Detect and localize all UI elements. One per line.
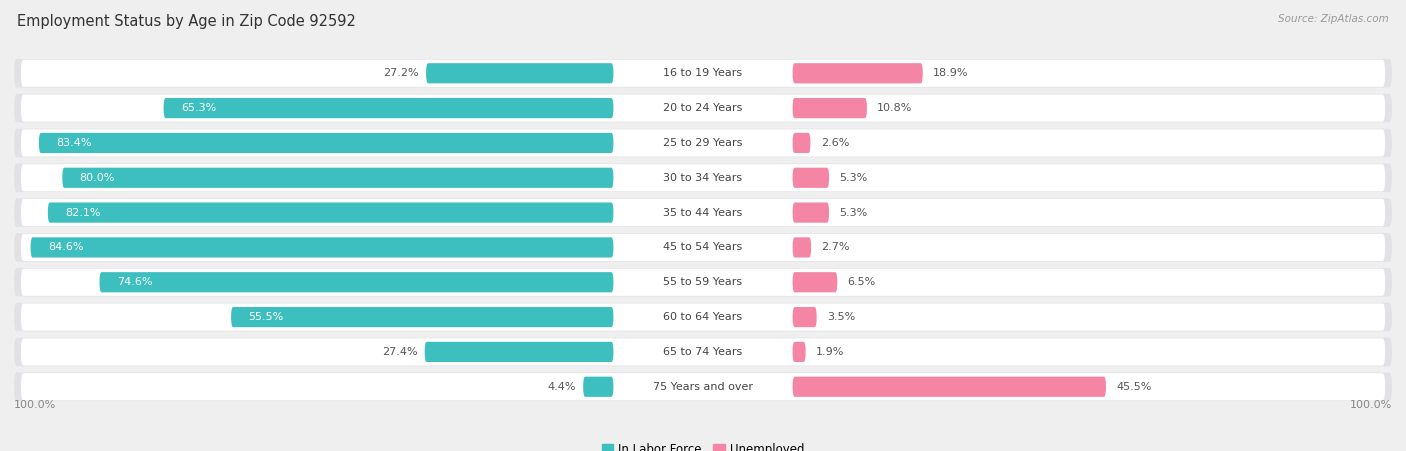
Text: 10.8%: 10.8% (877, 103, 912, 113)
Text: 65.3%: 65.3% (181, 103, 217, 113)
FancyBboxPatch shape (793, 168, 830, 188)
FancyBboxPatch shape (48, 202, 613, 223)
FancyBboxPatch shape (62, 168, 613, 188)
Text: 30 to 34 Years: 30 to 34 Years (664, 173, 742, 183)
Text: 2.6%: 2.6% (821, 138, 849, 148)
Legend: In Labor Force, Unemployed: In Labor Force, Unemployed (602, 443, 804, 451)
Text: 20 to 24 Years: 20 to 24 Years (664, 103, 742, 113)
Text: 55 to 59 Years: 55 to 59 Years (664, 277, 742, 287)
FancyBboxPatch shape (14, 198, 1392, 227)
FancyBboxPatch shape (163, 98, 613, 118)
FancyBboxPatch shape (21, 373, 1385, 400)
FancyBboxPatch shape (425, 342, 613, 362)
Text: 2.7%: 2.7% (821, 243, 851, 253)
FancyBboxPatch shape (21, 338, 1385, 365)
FancyBboxPatch shape (793, 237, 811, 258)
FancyBboxPatch shape (21, 199, 1385, 226)
Text: 75 Years and over: 75 Years and over (652, 382, 754, 392)
Text: 6.5%: 6.5% (848, 277, 876, 287)
Text: 3.5%: 3.5% (827, 312, 855, 322)
FancyBboxPatch shape (583, 377, 613, 397)
Text: 45.5%: 45.5% (1116, 382, 1152, 392)
FancyBboxPatch shape (21, 269, 1385, 296)
Text: 16 to 19 Years: 16 to 19 Years (664, 68, 742, 78)
Text: 55.5%: 55.5% (249, 312, 284, 322)
FancyBboxPatch shape (793, 307, 817, 327)
FancyBboxPatch shape (793, 133, 810, 153)
FancyBboxPatch shape (14, 233, 1392, 262)
FancyBboxPatch shape (426, 63, 613, 83)
FancyBboxPatch shape (793, 377, 1107, 397)
Text: 80.0%: 80.0% (80, 173, 115, 183)
FancyBboxPatch shape (793, 202, 830, 223)
FancyBboxPatch shape (14, 373, 1392, 401)
FancyBboxPatch shape (21, 164, 1385, 191)
Text: 100.0%: 100.0% (1350, 400, 1392, 410)
Text: 100.0%: 100.0% (14, 400, 56, 410)
Text: 25 to 29 Years: 25 to 29 Years (664, 138, 742, 148)
Text: 4.4%: 4.4% (548, 382, 576, 392)
Text: Source: ZipAtlas.com: Source: ZipAtlas.com (1278, 14, 1389, 23)
Text: 84.6%: 84.6% (48, 243, 83, 253)
Text: 82.1%: 82.1% (65, 207, 101, 217)
Text: 83.4%: 83.4% (56, 138, 91, 148)
FancyBboxPatch shape (14, 94, 1392, 122)
FancyBboxPatch shape (39, 133, 613, 153)
FancyBboxPatch shape (14, 303, 1392, 331)
Text: 27.4%: 27.4% (382, 347, 418, 357)
Text: 27.2%: 27.2% (384, 68, 419, 78)
FancyBboxPatch shape (21, 234, 1385, 261)
Text: 65 to 74 Years: 65 to 74 Years (664, 347, 742, 357)
Text: 5.3%: 5.3% (839, 173, 868, 183)
FancyBboxPatch shape (100, 272, 613, 292)
FancyBboxPatch shape (14, 129, 1392, 157)
FancyBboxPatch shape (21, 60, 1385, 87)
FancyBboxPatch shape (14, 338, 1392, 366)
Text: 60 to 64 Years: 60 to 64 Years (664, 312, 742, 322)
Text: 5.3%: 5.3% (839, 207, 868, 217)
FancyBboxPatch shape (31, 237, 613, 258)
FancyBboxPatch shape (793, 98, 868, 118)
FancyBboxPatch shape (21, 95, 1385, 122)
FancyBboxPatch shape (21, 129, 1385, 156)
Text: Employment Status by Age in Zip Code 92592: Employment Status by Age in Zip Code 925… (17, 14, 356, 28)
FancyBboxPatch shape (793, 342, 806, 362)
FancyBboxPatch shape (14, 163, 1392, 192)
FancyBboxPatch shape (14, 268, 1392, 297)
Text: 74.6%: 74.6% (117, 277, 152, 287)
Text: 45 to 54 Years: 45 to 54 Years (664, 243, 742, 253)
Text: 18.9%: 18.9% (934, 68, 969, 78)
FancyBboxPatch shape (231, 307, 613, 327)
Text: 35 to 44 Years: 35 to 44 Years (664, 207, 742, 217)
Text: 1.9%: 1.9% (815, 347, 845, 357)
FancyBboxPatch shape (14, 59, 1392, 87)
FancyBboxPatch shape (793, 63, 922, 83)
FancyBboxPatch shape (793, 272, 838, 292)
FancyBboxPatch shape (21, 304, 1385, 331)
